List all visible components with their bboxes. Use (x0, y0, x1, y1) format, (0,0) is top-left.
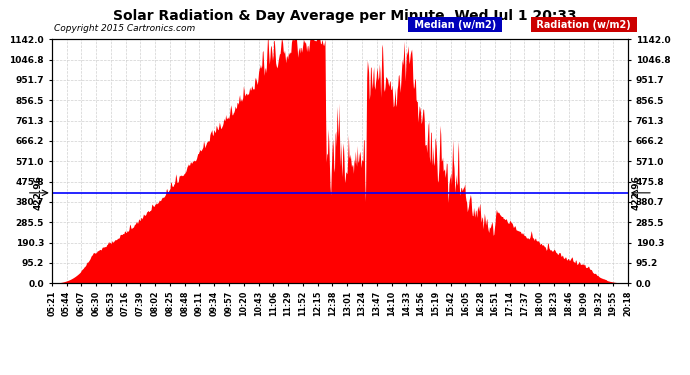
Text: Median (w/m2): Median (w/m2) (411, 20, 499, 30)
Text: Copyright 2015 Cartronics.com: Copyright 2015 Cartronics.com (54, 24, 195, 33)
Text: Solar Radiation & Day Average per Minute  Wed Jul 1 20:33: Solar Radiation & Day Average per Minute… (113, 9, 577, 23)
Text: 422.96: 422.96 (33, 176, 43, 210)
Text: 422.96: 422.96 (631, 176, 641, 210)
Text: Radiation (w/m2): Radiation (w/m2) (533, 20, 635, 30)
